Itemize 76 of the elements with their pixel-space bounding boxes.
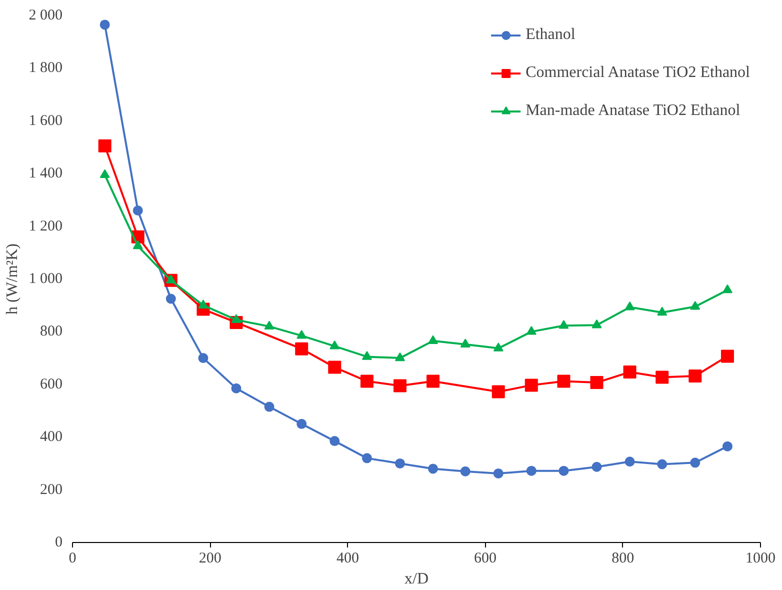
point	[524, 378, 538, 392]
point	[526, 326, 536, 335]
point	[690, 458, 700, 468]
point	[296, 418, 307, 429]
x-tick-label: 400	[336, 550, 359, 566]
point	[393, 379, 406, 392]
point	[558, 320, 569, 329]
point	[722, 284, 732, 294]
y-tick-label: 200	[40, 482, 62, 498]
y-tick-label: 1 800	[28, 60, 62, 76]
point	[592, 319, 602, 328]
point	[198, 300, 208, 308]
point	[623, 366, 636, 379]
y-tick-label: 800	[40, 324, 62, 340]
point	[100, 20, 110, 30]
x-tick-label: 800	[612, 550, 634, 566]
point	[198, 353, 208, 364]
y-tick-label: 1 600	[28, 112, 62, 129]
point	[231, 314, 242, 323]
point	[394, 352, 405, 362]
point	[100, 169, 110, 178]
point	[493, 468, 504, 478]
point	[492, 385, 505, 398]
point	[362, 351, 372, 360]
point	[557, 374, 570, 388]
point	[558, 466, 569, 476]
x-axis-title: x/D	[404, 570, 428, 588]
point	[493, 342, 504, 352]
point	[296, 330, 307, 339]
point	[264, 320, 274, 330]
point	[720, 350, 734, 363]
point	[624, 456, 635, 467]
y-axis-title: h (W/m²K)	[4, 244, 21, 314]
legend-label: Man-made Anatase TiO2 Ethanol	[526, 102, 740, 120]
point	[295, 342, 308, 356]
y-tick-label: 0	[55, 534, 62, 550]
point	[132, 240, 143, 250]
point	[526, 466, 536, 476]
point	[231, 383, 242, 394]
point	[592, 462, 602, 472]
point	[328, 360, 342, 374]
point	[166, 294, 176, 304]
point	[688, 369, 702, 382]
point	[460, 466, 470, 476]
point	[657, 306, 668, 316]
point	[362, 453, 372, 464]
point	[690, 300, 700, 310]
point	[624, 302, 635, 310]
legend-label: Ethanol	[526, 26, 576, 44]
y-tick-label: 1 200	[28, 218, 62, 234]
point	[166, 274, 176, 284]
x-tick-label: 200	[198, 550, 222, 566]
y-tick-label: 600	[40, 376, 62, 392]
legend-label: Commercial Anatase TiO2 Ethanol	[526, 64, 750, 82]
y-tick-label: 400	[40, 429, 62, 446]
point	[428, 464, 438, 474]
point	[657, 459, 668, 470]
point	[360, 374, 374, 388]
point	[132, 206, 143, 216]
point	[426, 374, 440, 388]
point	[264, 402, 274, 412]
point	[330, 436, 340, 446]
point	[330, 340, 340, 350]
point	[722, 441, 732, 452]
y-tick-label: 1 400	[28, 166, 62, 182]
point	[98, 139, 112, 152]
y-tick-label: 1 000	[28, 271, 62, 287]
x-tick-label: 1000	[746, 550, 776, 566]
point	[460, 338, 470, 348]
x-tick-label: 0	[68, 550, 76, 566]
point	[590, 376, 604, 390]
x-tick-label: 600	[474, 550, 497, 566]
point	[428, 335, 438, 344]
point	[394, 458, 405, 468]
y-tick-label: 2 000	[28, 8, 62, 24]
point	[656, 370, 669, 384]
